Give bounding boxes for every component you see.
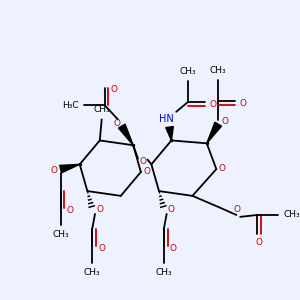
Text: O: O — [234, 205, 241, 214]
Polygon shape — [118, 124, 133, 145]
Text: O: O — [111, 85, 118, 94]
Text: O: O — [50, 166, 57, 175]
Text: HN: HN — [159, 114, 174, 124]
Polygon shape — [166, 127, 173, 140]
Text: O: O — [256, 238, 263, 247]
Text: CH₃: CH₃ — [179, 67, 196, 76]
Text: O: O — [168, 205, 175, 214]
Text: CH₃: CH₃ — [210, 66, 226, 75]
Text: O: O — [96, 205, 103, 214]
Text: H₃C: H₃C — [62, 100, 79, 109]
Polygon shape — [60, 164, 80, 173]
Text: O: O — [67, 206, 74, 215]
Text: O: O — [221, 117, 228, 126]
Text: O: O — [98, 244, 105, 253]
Text: O: O — [219, 164, 226, 173]
Text: O: O — [143, 167, 150, 176]
Text: O: O — [170, 244, 177, 253]
Polygon shape — [207, 122, 221, 143]
Text: CH₃: CH₃ — [155, 268, 172, 277]
Text: O: O — [113, 119, 121, 128]
Text: CH₃: CH₃ — [284, 211, 300, 220]
Text: CH₃: CH₃ — [84, 268, 100, 277]
Text: CH₃: CH₃ — [52, 230, 69, 238]
Text: O: O — [139, 157, 146, 166]
Text: CH₃: CH₃ — [93, 105, 110, 114]
Text: O: O — [209, 100, 216, 109]
Text: O: O — [240, 99, 247, 108]
